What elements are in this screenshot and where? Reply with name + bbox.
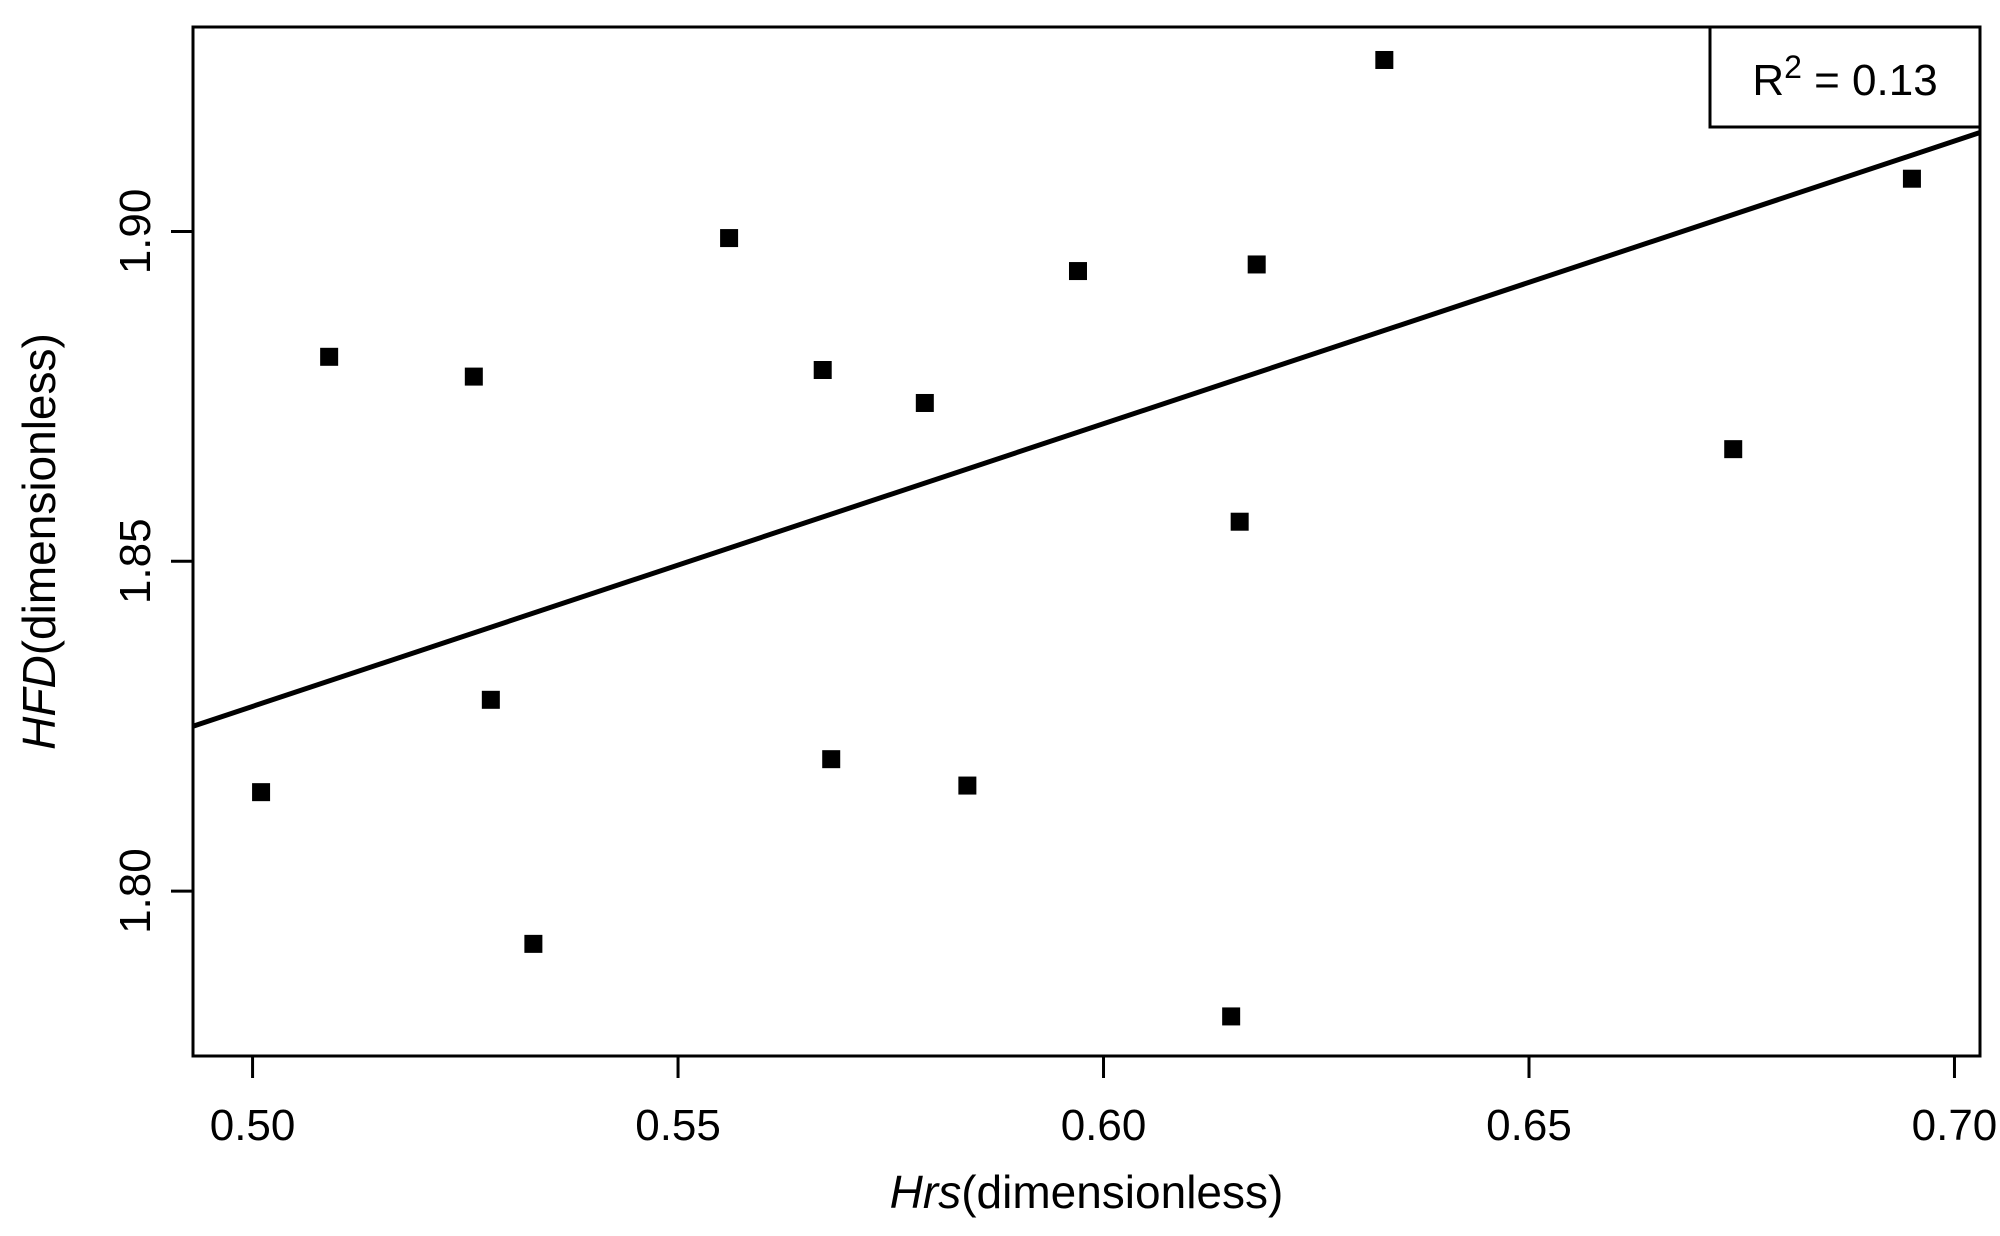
y-axis-title: HFD(dimensionless) bbox=[13, 333, 65, 750]
r-squared-box bbox=[1708, 25, 1982, 129]
data-point bbox=[524, 934, 543, 953]
r-squared-label: R2 = 0.13 bbox=[1752, 49, 1937, 105]
plot-border bbox=[191, 25, 1982, 1058]
data-point bbox=[481, 690, 500, 709]
x-tick-label: 0.60 bbox=[1061, 1101, 1147, 1150]
data-point bbox=[320, 347, 339, 366]
x-tick-label: 0.70 bbox=[1912, 1101, 1998, 1150]
x-tick-label: 0.65 bbox=[1486, 1101, 1572, 1150]
data-point bbox=[464, 367, 483, 386]
data-point bbox=[1902, 169, 1921, 188]
x-axis-title: Hrs(dimensionless) bbox=[890, 1166, 1284, 1218]
data-point bbox=[915, 393, 934, 412]
x-tick-label: 0.55 bbox=[635, 1101, 721, 1150]
x-tick-label: 0.50 bbox=[210, 1101, 296, 1150]
y-tick-label: 1.85 bbox=[111, 518, 160, 604]
data-point bbox=[1724, 440, 1743, 459]
data-point bbox=[822, 750, 841, 769]
data-point bbox=[720, 229, 739, 248]
regression-line bbox=[192, 130, 1981, 729]
data-point bbox=[1230, 512, 1249, 531]
data-point bbox=[1068, 262, 1087, 281]
data-point bbox=[813, 361, 832, 379]
data-point bbox=[958, 776, 977, 795]
data-point bbox=[252, 783, 271, 802]
data-point bbox=[1247, 255, 1266, 274]
y-tick-label: 1.90 bbox=[111, 189, 160, 275]
data-point bbox=[1375, 50, 1394, 69]
data-point bbox=[1222, 1007, 1241, 1026]
y-tick-label: 1.80 bbox=[111, 848, 160, 934]
